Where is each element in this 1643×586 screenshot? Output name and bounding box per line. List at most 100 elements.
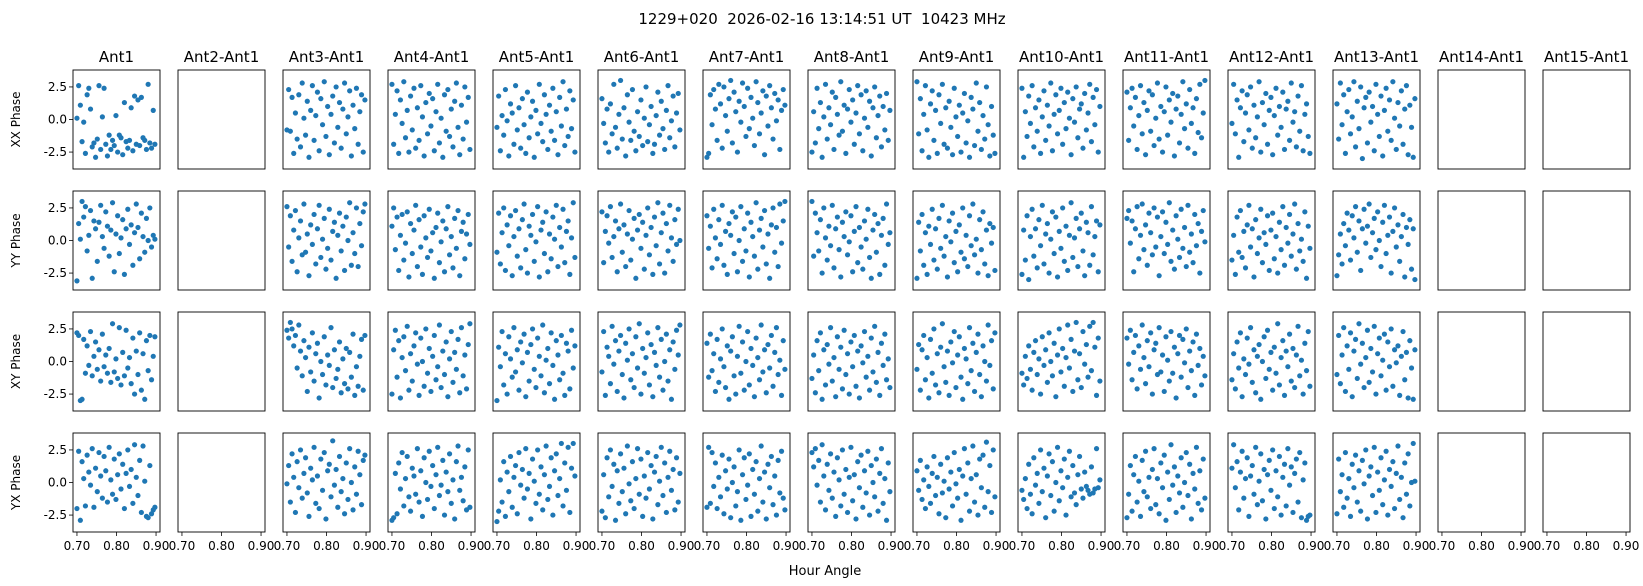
- data-point: [1229, 120, 1235, 127]
- data-point: [634, 227, 641, 233]
- data-point: [611, 361, 617, 367]
- data-point: [1151, 347, 1157, 353]
- data-point: [601, 120, 607, 127]
- x-tick-label: 0.90: [878, 539, 905, 553]
- data-point: [316, 148, 322, 154]
- data-point: [430, 353, 436, 359]
- data-point: [529, 211, 536, 218]
- data-point: [1136, 256, 1142, 262]
- data-point: [304, 490, 310, 496]
- data-point: [541, 390, 548, 396]
- data-point: [1187, 86, 1193, 93]
- data-point: [533, 107, 539, 113]
- data-point: [1063, 126, 1069, 132]
- x-tick-label: 0.70: [64, 539, 91, 553]
- data-point: [875, 349, 881, 355]
- data-point: [1391, 505, 1398, 512]
- data-point: [528, 114, 534, 120]
- data-point: [860, 266, 866, 272]
- data-point: [1366, 89, 1372, 95]
- data-point: [77, 102, 83, 108]
- data-point: [87, 482, 94, 488]
- data-point: [953, 114, 959, 120]
- data-point: [433, 377, 439, 383]
- data-point: [1388, 483, 1394, 490]
- data-point: [1410, 396, 1416, 402]
- data-point: [1258, 396, 1264, 402]
- data-point: [760, 244, 766, 250]
- data-point: [883, 517, 890, 523]
- data-point: [960, 396, 966, 402]
- x-tick-label: 0.80: [1153, 539, 1180, 553]
- data-point: [631, 128, 637, 134]
- data-point: [1071, 119, 1078, 125]
- data-point: [772, 90, 778, 97]
- panel-frame: [807, 311, 896, 412]
- data-point: [557, 475, 563, 482]
- data-point: [455, 124, 461, 130]
- data-point: [140, 443, 146, 449]
- data-point: [116, 250, 122, 257]
- column-title: Ant3-Ant1: [289, 48, 364, 66]
- x-tick-label: 0.90: [563, 539, 590, 553]
- data-point: [1137, 232, 1144, 238]
- data-point: [1244, 222, 1250, 228]
- data-point: [309, 241, 315, 248]
- data-point: [656, 478, 663, 484]
- data-point: [1092, 344, 1098, 350]
- data-point: [853, 204, 859, 210]
- data-point: [927, 101, 934, 107]
- data-point: [116, 325, 122, 331]
- data-point: [819, 396, 825, 402]
- data-point: [1398, 233, 1404, 240]
- data-point: [314, 473, 321, 479]
- data-point: [147, 140, 153, 146]
- data-point: [821, 205, 827, 211]
- data-point: [465, 211, 471, 218]
- data-point: [570, 440, 576, 447]
- y-tick-label: -2.5: [44, 145, 67, 159]
- data-point: [1175, 351, 1181, 357]
- data-point: [968, 243, 974, 249]
- data-point: [712, 460, 719, 466]
- data-point: [831, 354, 837, 361]
- data-point: [142, 137, 148, 143]
- data-point: [961, 256, 968, 262]
- data-point: [1342, 150, 1349, 156]
- data-point: [1027, 233, 1034, 240]
- data-point: [452, 516, 458, 522]
- data-point: [1134, 386, 1140, 392]
- panel-frame: [702, 311, 791, 412]
- data-point: [1303, 517, 1310, 523]
- data-point: [1176, 254, 1183, 261]
- data-point: [1241, 139, 1247, 145]
- data-point: [341, 381, 348, 387]
- data-point: [777, 357, 783, 363]
- data-point: [409, 378, 415, 384]
- data-point: [948, 339, 954, 345]
- data-point: [1403, 349, 1410, 355]
- data-point: [418, 244, 424, 250]
- data-point: [971, 252, 978, 258]
- data-point: [1412, 478, 1418, 484]
- data-point: [1398, 474, 1404, 480]
- data-point: [1151, 142, 1157, 149]
- data-point: [1366, 201, 1372, 207]
- data-point: [1049, 148, 1056, 154]
- data-point: [1159, 352, 1166, 358]
- data-point: [1239, 88, 1245, 94]
- data-point: [512, 462, 519, 469]
- data-point: [565, 348, 571, 354]
- data-point: [1381, 477, 1388, 483]
- data-point: [411, 343, 417, 349]
- data-point: [1090, 490, 1096, 496]
- data-point: [758, 322, 764, 328]
- data-point: [653, 243, 659, 249]
- x-tick-label: 0.90: [1508, 539, 1535, 553]
- data-point: [1297, 449, 1303, 456]
- data-point: [651, 469, 658, 475]
- data-point: [148, 145, 155, 151]
- data-point: [1141, 489, 1147, 495]
- panel-frame: [387, 190, 476, 291]
- data-point: [147, 205, 153, 211]
